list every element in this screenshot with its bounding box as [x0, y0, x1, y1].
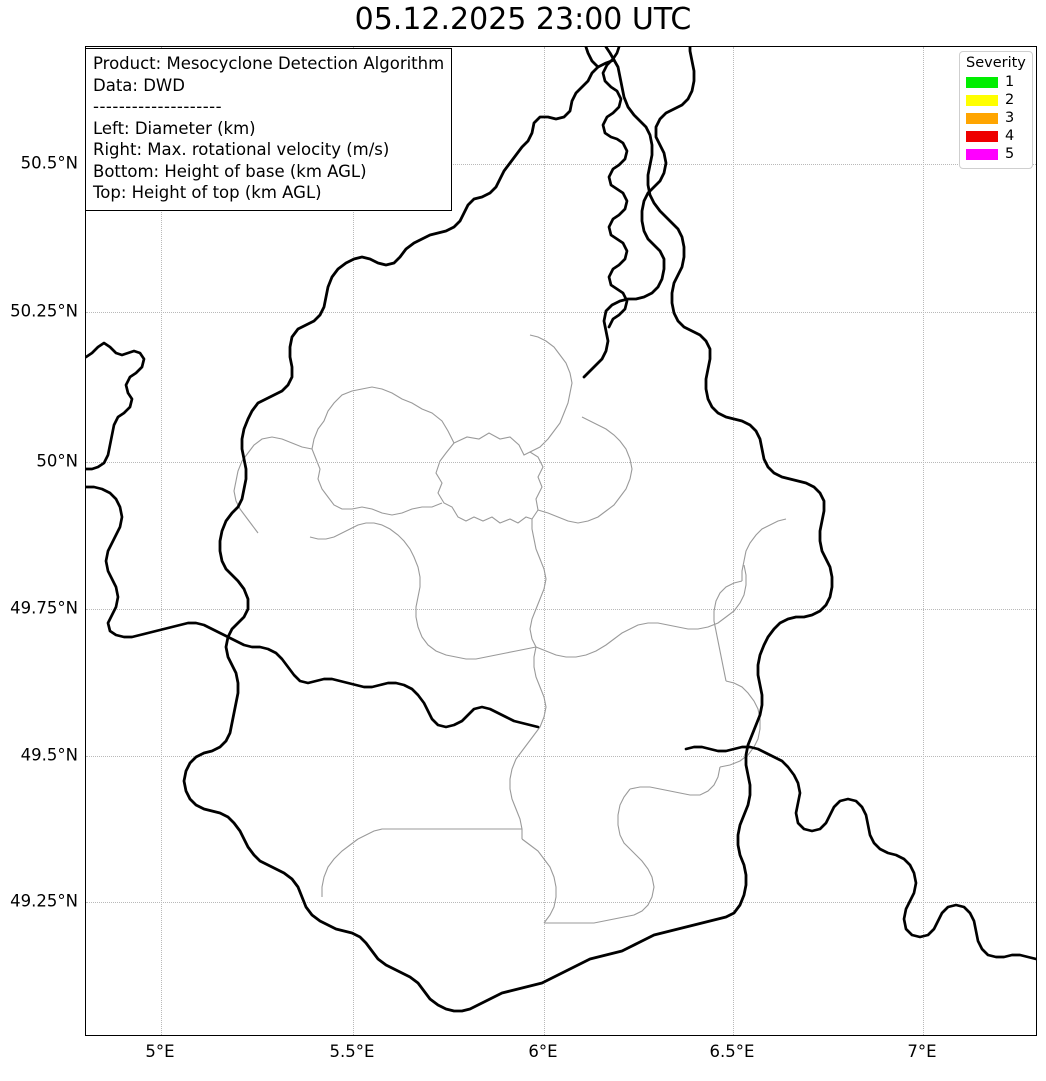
ytick-5025N: 50.25°N [10, 301, 78, 321]
severity-label-2: 2 [1005, 92, 1015, 108]
ytick-4975N: 49.75°N [10, 598, 78, 618]
canton-borders [233, 334, 787, 924]
info-box: Product: Mesocyclone Detection Algorithm… [85, 48, 453, 211]
info-left-channel: Left: Diameter (km) [93, 118, 256, 138]
info-product: Product: Mesocyclone Detection Algorithm [93, 54, 445, 73]
map-geometry [182, 47, 834, 1013]
severity-label-1: 1 [1005, 74, 1015, 90]
legend-row-1[interactable]: 1 [966, 73, 1026, 91]
gridline-horizontal-495N [86, 756, 1036, 757]
ytick-4925N: 49.25°N [10, 891, 78, 911]
france-belgium-border [86, 341, 146, 471]
legend-title: Severity [966, 55, 1026, 71]
legend-row-3[interactable]: 3 [966, 109, 1026, 127]
info-top-channel: Top: Height of top (km AGL) [93, 183, 322, 202]
legend-row-2[interactable]: 2 [966, 91, 1026, 109]
info-separator: -------------------- [93, 97, 223, 116]
xtick-6E: 6°E [528, 1042, 558, 1061]
severity-swatch-4 [966, 130, 998, 142]
ytick-505N: 50.5°N [20, 153, 78, 173]
severity-swatch-3 [966, 112, 998, 124]
gridline-horizontal-5025N [86, 312, 1036, 313]
france-belgium-border-2 [86, 485, 540, 729]
gridline-horizontal-4925N [86, 902, 1036, 903]
german-border-north [584, 47, 600, 69]
xtick-55E: 5.5°E [329, 1042, 375, 1061]
map-geometry-southeast [684, 745, 1036, 961]
severity-legend: Severity 1 2 3 4 5 [959, 51, 1033, 169]
be-de-border-line [601, 47, 629, 329]
xtick-65E: 6.5°E [709, 1042, 755, 1061]
xtick-7E: 7°E [907, 1042, 937, 1061]
severity-label-3: 3 [1005, 110, 1015, 126]
severity-swatch-2 [966, 94, 998, 106]
xtick-5E: 5°E [145, 1042, 175, 1061]
france-germany-border [684, 745, 1036, 961]
info-bottom-channel: Bottom: Height of base (km AGL) [93, 161, 367, 181]
info-right-channel: Right: Max. rotational velocity (m/s) [93, 140, 390, 159]
severity-swatch-1 [966, 76, 998, 88]
gridline-vertical-5E [161, 47, 162, 1035]
gridline-horizontal-4975N [86, 609, 1036, 610]
gridline-vertical-6E [544, 47, 545, 1035]
gridline-vertical-7E [923, 47, 924, 1035]
severity-label-4: 4 [1005, 128, 1015, 144]
severity-swatch-5 [966, 148, 998, 160]
gridline-horizontal-50N [86, 462, 1036, 463]
ytick-50N: 50°N [36, 451, 78, 471]
germany-belgium-border-upper [582, 47, 696, 379]
map-geometry-surrounding [86, 47, 629, 729]
map-plot-area[interactable] [85, 46, 1037, 1036]
info-data: Data: DWD [93, 75, 185, 95]
gridline-horizontal-505N [86, 164, 1036, 165]
legend-row-5[interactable]: 5 [966, 145, 1026, 163]
gridline-vertical-65E [733, 47, 734, 1035]
page-title: 05.12.2025 23:00 UTC [354, 2, 692, 37]
ytick-495N: 49.5°N [20, 745, 78, 765]
legend-row-4[interactable]: 4 [966, 127, 1026, 145]
severity-label-5: 5 [1005, 146, 1015, 162]
luxembourg-border [182, 58, 834, 1013]
gridline-vertical-55E [353, 47, 354, 1035]
